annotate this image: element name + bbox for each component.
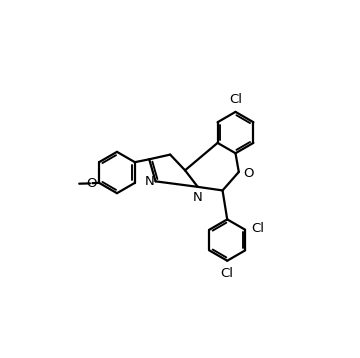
Text: N: N <box>145 175 154 188</box>
Text: Cl: Cl <box>251 222 264 235</box>
Text: O: O <box>243 166 254 180</box>
Text: O: O <box>87 176 97 190</box>
Text: N: N <box>193 191 203 204</box>
Text: Cl: Cl <box>221 267 234 280</box>
Text: Cl: Cl <box>229 93 242 106</box>
